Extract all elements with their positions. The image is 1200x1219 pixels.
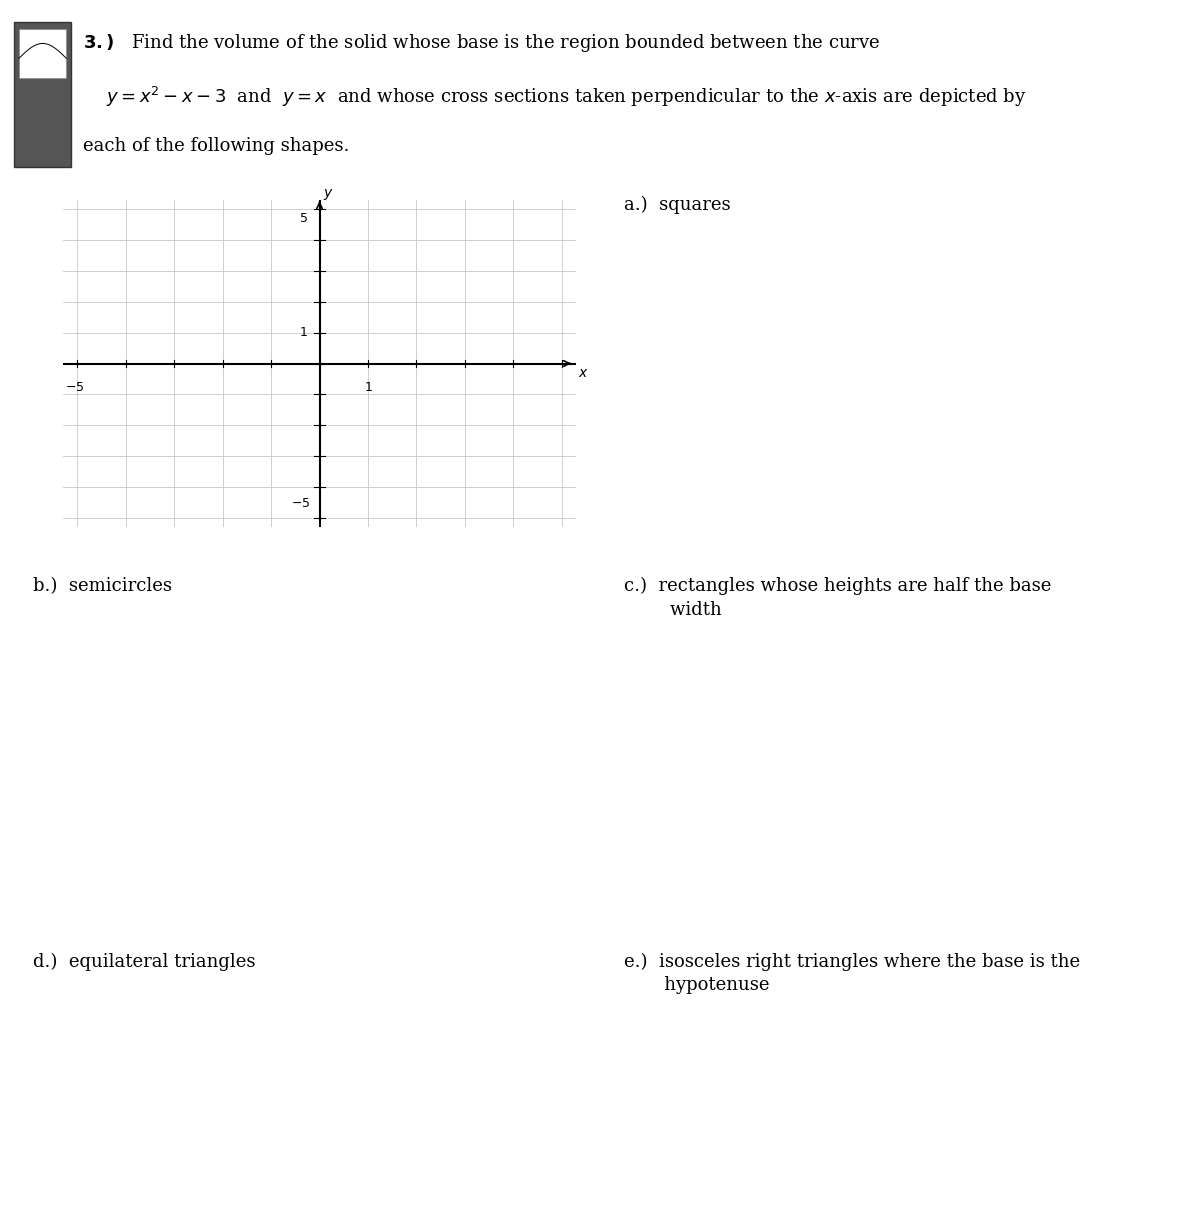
Text: $y = x^2 - x - 3$  and  $y = x$  and whose cross sections taken perpendicular to: $y = x^2 - x - 3$ and $y = x$ and whose …: [107, 84, 1027, 108]
Text: c.)  rectangles whose heights are half the base
        width: c.) rectangles whose heights are half th…: [624, 577, 1051, 619]
Text: b.)  semicircles: b.) semicircles: [34, 577, 173, 595]
Text: $y$: $y$: [323, 188, 334, 202]
Text: $-5$: $-5$: [290, 497, 310, 511]
Text: a.)  squares: a.) squares: [624, 196, 731, 215]
Text: $1$: $1$: [299, 327, 307, 339]
Bar: [19, 28, 66, 78]
Text: $1$: $1$: [364, 380, 372, 394]
Text: $5$: $5$: [299, 212, 307, 226]
Text: each of the following shapes.: each of the following shapes.: [83, 138, 349, 155]
Text: $-5$: $-5$: [65, 380, 84, 394]
Text: $x$: $x$: [578, 366, 589, 380]
Text: e.)  isosceles right triangles where the base is the
       hypotenuse: e.) isosceles right triangles where the …: [624, 952, 1080, 995]
Text: $\mathbf{3.)}$   Find the volume of the solid whose base is the region bounded b: $\mathbf{3.)}$ Find the volume of the so…: [83, 32, 880, 54]
Text: d.)  equilateral triangles: d.) equilateral triangles: [34, 952, 256, 970]
Bar: [14, 22, 71, 167]
